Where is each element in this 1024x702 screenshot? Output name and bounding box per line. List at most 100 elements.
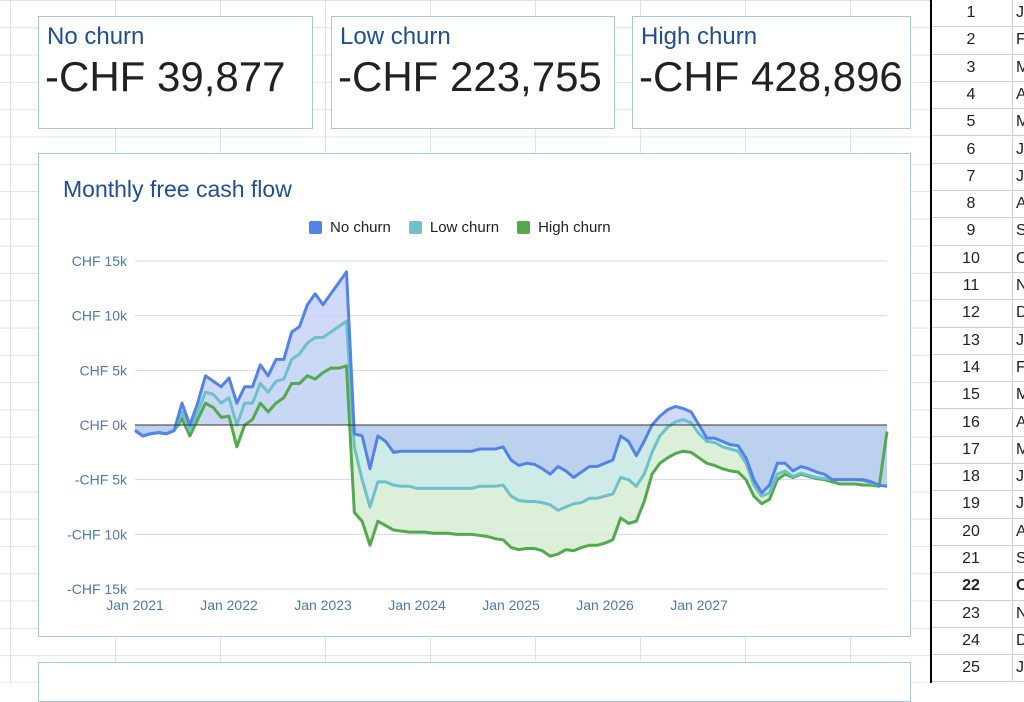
row-number[interactable]: 23 — [962, 604, 980, 622]
legend-item-high-churn[interactable]: High churn — [517, 219, 611, 236]
sheet-row[interactable]: 8A — [932, 191, 1024, 219]
sheet-cell[interactable]: J — [1012, 464, 1024, 491]
row-number[interactable]: 15 — [962, 386, 980, 404]
sheet-row[interactable]: 17 M — [932, 436, 1024, 465]
sheet-row[interactable]: 15 M — [932, 382, 1024, 410]
row-number[interactable]: 17 — [962, 440, 980, 458]
sheet-cell[interactable]: M — [1012, 54, 1024, 81]
scorecard-label: Low churn — [340, 23, 451, 50]
row-number[interactable]: 14 — [962, 358, 980, 376]
sheet-row[interactable]: 11 N — [932, 273, 1024, 301]
y-tick-label: CHF 5k — [80, 362, 128, 378]
row-number[interactable]: 24 — [962, 631, 980, 649]
sheet-cell[interactable]: J — [1012, 491, 1024, 518]
scorecard-no-churn[interactable]: No churn -CHF 39,877 — [38, 16, 313, 129]
sheet-cell[interactable]: J — [1012, 136, 1024, 163]
sheet-cell[interactable]: J — [1012, 0, 1024, 27]
sheet-row[interactable]: 13 J — [932, 327, 1024, 355]
sheet-row[interactable]: 25 J — [932, 655, 1024, 683]
x-tick-label: Jan 2027 — [670, 597, 728, 613]
sheet-cell[interactable]: A — [1012, 409, 1024, 436]
cash-flow-chart[interactable]: Monthly free cash flow No churn Low chur… — [38, 153, 911, 637]
row-number[interactable]: 19 — [962, 495, 980, 513]
sheet-row[interactable]: 3M — [932, 54, 1024, 82]
sheet-row[interactable]: 18 J — [932, 464, 1024, 492]
second-chart-card[interactable] — [38, 662, 911, 702]
chart-plot-area: CHF 15k CHF 10k CHF 5k CHF 0k -CHF 5k -CHF 10… — [67, 253, 889, 613]
sheet-cell[interactable]: N — [1012, 273, 1024, 300]
sheet-row[interactable]: 20 A — [932, 518, 1024, 546]
row-number[interactable]: 16 — [962, 413, 980, 431]
sheet-cell[interactable]: N — [1012, 600, 1024, 627]
sheet-row[interactable]: 19 J — [932, 491, 1024, 519]
sheet-cell[interactable]: M — [1012, 382, 1024, 409]
row-number[interactable]: 12 — [962, 304, 980, 322]
sheet-row[interactable]: 16 A — [932, 409, 1024, 437]
row-number[interactable]: 8 — [966, 195, 976, 213]
row-panel: 1J2F3M4A5M6J7J8A9S10O11N12D13J14F15M16A1… — [930, 0, 1024, 683]
sheet-row[interactable]: 22 O — [932, 573, 1024, 601]
sheet-row[interactable]: 10 O — [932, 245, 1024, 273]
row-number[interactable]: 4 — [966, 85, 976, 103]
sheet-cell[interactable]: F — [1012, 27, 1024, 54]
row-number[interactable]: 5 — [966, 113, 976, 131]
sheet-row[interactable]: 2F — [932, 27, 1024, 55]
sheet-cell[interactable]: O — [1012, 245, 1024, 272]
sheet-cell[interactable]: J — [1012, 163, 1024, 191]
sheet-row[interactable]: 21 S — [932, 546, 1024, 574]
sheet-cell[interactable]: M — [1012, 436, 1024, 464]
sheet-row[interactable]: 24 D — [932, 627, 1024, 656]
row-number[interactable]: 2 — [966, 31, 976, 49]
row-number[interactable]: 10 — [962, 249, 980, 267]
row-number[interactable]: 6 — [966, 140, 976, 158]
chart-legend: No churn Low churn High churn — [309, 219, 611, 236]
sheet-row[interactable]: 9S — [932, 218, 1024, 246]
sheet-cell[interactable]: A — [1012, 518, 1024, 545]
legend-label: Low churn — [429, 219, 500, 236]
sheet-row[interactable]: 12 D — [932, 300, 1024, 328]
legend-item-low-churn[interactable]: Low churn — [408, 219, 500, 236]
row-number[interactable]: 20 — [962, 522, 980, 540]
row-number[interactable]: 21 — [962, 550, 980, 567]
y-tick-label: CHF 15k — [72, 253, 128, 269]
scorecard-low-churn[interactable]: Low churn -CHF 223,755 — [331, 16, 615, 129]
row-number[interactable]: 11 — [962, 277, 980, 294]
sheet-row[interactable]: 5M — [932, 109, 1024, 137]
legend-swatch — [408, 221, 422, 234]
row-number[interactable]: 25 — [962, 659, 980, 677]
sheet-cell[interactable]: D — [1012, 627, 1024, 655]
sheet-row[interactable]: 4A — [932, 81, 1024, 110]
row-number[interactable]: 7 — [966, 167, 976, 185]
row-number[interactable]: 22 — [962, 577, 980, 595]
row-number[interactable]: 13 — [962, 331, 980, 349]
row-number[interactable]: 18 — [962, 468, 980, 486]
row-number[interactable]: 1 — [966, 4, 976, 21]
legend-item-no-churn[interactable]: No churn — [309, 219, 391, 236]
sheet-cell[interactable]: S — [1012, 218, 1024, 245]
x-tick-label: Jan 2024 — [388, 597, 446, 613]
series-line-low-churn — [134, 319, 888, 512]
sheet-cell[interactable]: A — [1012, 191, 1024, 218]
x-tick-label: Jan 2025 — [482, 597, 540, 613]
sheet-row[interactable]: 23 N — [932, 600, 1024, 628]
sheet-cell[interactable]: S — [1012, 546, 1024, 573]
sheet-row[interactable]: 14 F — [932, 354, 1024, 383]
series-line-no-churn — [134, 270, 888, 495]
row-number[interactable]: 3 — [966, 58, 976, 76]
y-tick-label: CHF 10k — [72, 308, 128, 324]
scorecard-value: -CHF 428,896 — [639, 53, 903, 100]
scorecard-high-churn[interactable]: High churn -CHF 428,896 — [632, 16, 911, 129]
sheet-cell[interactable]: F — [1012, 354, 1024, 382]
sheet-cell[interactable]: J — [1012, 327, 1024, 354]
sheet-cell[interactable]: A — [1012, 81, 1024, 109]
row-number[interactable]: 9 — [966, 222, 976, 240]
sheet-cell[interactable]: J — [1012, 655, 1024, 682]
legend-label: High churn — [538, 219, 611, 236]
legend-swatch — [517, 221, 531, 234]
sheet-cell[interactable]: O — [1012, 573, 1024, 600]
sheet-cell[interactable]: M — [1012, 109, 1024, 136]
sheet-cell[interactable]: D — [1012, 300, 1024, 327]
